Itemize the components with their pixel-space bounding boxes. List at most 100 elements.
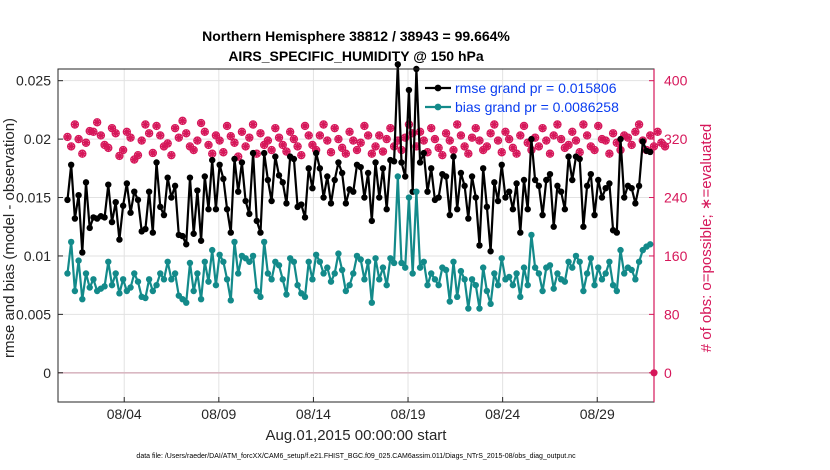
rmse-point	[517, 229, 524, 236]
bias-point	[294, 281, 301, 289]
rmse-point	[598, 194, 606, 201]
rmse-point	[209, 156, 216, 164]
bias-point	[576, 258, 583, 265]
rmse-point	[183, 241, 190, 248]
bias-point	[335, 250, 342, 257]
obs-evaluated-point	[657, 139, 665, 147]
y-tick-right-label: 0	[664, 365, 672, 381]
rmse-point	[639, 138, 646, 145]
obs-evaluated-point	[360, 122, 369, 130]
bias-point	[153, 281, 160, 289]
obs-evaluated-point	[461, 142, 469, 151]
rmse-point	[194, 187, 201, 194]
bias-point	[531, 264, 539, 271]
bias-point	[420, 258, 427, 265]
obs-evaluated-point	[546, 150, 554, 158]
obs-evaluated-point	[71, 120, 79, 129]
bias-point	[246, 258, 253, 265]
bias-point	[79, 295, 86, 303]
legend-rmse-label: rmse grand pr = 0.015806	[455, 80, 617, 96]
legend-rmse-marker	[434, 84, 442, 92]
rmse-point	[75, 191, 82, 199]
bias-point	[312, 251, 320, 258]
obs-evaluated-point	[475, 136, 484, 145]
rmse-point	[101, 214, 108, 221]
obs-evaluated-point	[509, 144, 517, 152]
rmse-point	[212, 206, 220, 213]
bias-point	[539, 287, 546, 295]
rmse-point	[190, 230, 197, 237]
bias-point	[483, 287, 491, 295]
obs-evaluated-point	[631, 128, 639, 136]
rmse-point	[361, 194, 368, 201]
rmse-point	[342, 200, 350, 207]
obs-evaluated-point	[487, 129, 495, 137]
obs-evaluated-point	[112, 129, 120, 137]
rmse-point	[309, 184, 316, 192]
obs-evaluated-point	[561, 144, 569, 152]
rmse-point	[450, 153, 457, 160]
obs-evaluated-point	[646, 131, 654, 140]
rmse-point	[216, 161, 223, 169]
rmse-point	[64, 196, 71, 204]
rmse-point	[79, 249, 86, 256]
rmse-point	[591, 211, 598, 219]
bias-point	[435, 281, 442, 289]
bias-point	[260, 238, 268, 246]
bias-point	[253, 287, 260, 295]
rmse-point	[557, 188, 565, 195]
rmse-point	[149, 229, 157, 236]
obs-evaluated-point	[234, 153, 242, 161]
obs-evaluated-point	[620, 131, 628, 140]
rmse-point	[442, 173, 450, 180]
x-tick-label: 08/04	[107, 406, 142, 422]
bias-point	[550, 285, 557, 292]
bias-point	[194, 270, 201, 277]
obs-evaluated-point	[535, 142, 543, 151]
obs-evaluated-point	[357, 139, 365, 147]
obs-evaluated-point	[197, 119, 205, 127]
rmse-point	[424, 188, 431, 195]
bias-point	[517, 293, 524, 301]
obs-evaluated-point	[557, 135, 565, 143]
bias-point	[168, 276, 175, 283]
obs-evaluated-point	[89, 128, 98, 136]
obs-evaluated-point	[379, 147, 387, 156]
obs-evaluated-point	[308, 141, 317, 149]
bias-point	[364, 258, 372, 265]
obs-evaluated-point	[635, 120, 643, 129]
obs-evaluated-point	[364, 131, 372, 140]
x-tick-label: 08/19	[391, 406, 426, 422]
rmse-point	[531, 176, 539, 184]
obs-evaluated-point	[416, 128, 424, 136]
rmse-point	[476, 242, 483, 249]
bias-point	[583, 270, 591, 277]
bias-point	[275, 262, 283, 269]
bias-point	[279, 276, 286, 283]
rmse-point	[272, 153, 279, 160]
bias-point	[127, 284, 134, 291]
bias-point	[235, 270, 242, 277]
bias-point	[479, 264, 487, 271]
bias-point	[112, 270, 119, 277]
rmse-point	[116, 236, 123, 243]
rmse-point	[428, 165, 435, 172]
obs-evaluated-point	[238, 128, 246, 136]
obs-evaluated-point	[208, 150, 216, 158]
rmse-point	[231, 155, 238, 163]
obs-evaluated-point	[654, 128, 662, 136]
obs-evaluated-point	[305, 131, 313, 140]
rmse-point	[312, 149, 320, 157]
rmse-point	[554, 182, 561, 190]
obs-evaluated-point	[420, 136, 428, 145]
obs-evaluated-point	[624, 134, 632, 142]
y-tick-right-label: 400	[664, 73, 688, 89]
bias-point	[231, 238, 238, 246]
bias-point	[416, 264, 424, 271]
rmse-point	[580, 223, 587, 230]
x-axis-label: Aug.01,2015 00:00:00 start	[266, 427, 448, 444]
y-tick-label: 0.01	[24, 248, 51, 264]
obs-evaluated-point	[594, 122, 602, 130]
rmse-point	[583, 182, 591, 190]
obs-evaluated-point	[602, 136, 610, 145]
